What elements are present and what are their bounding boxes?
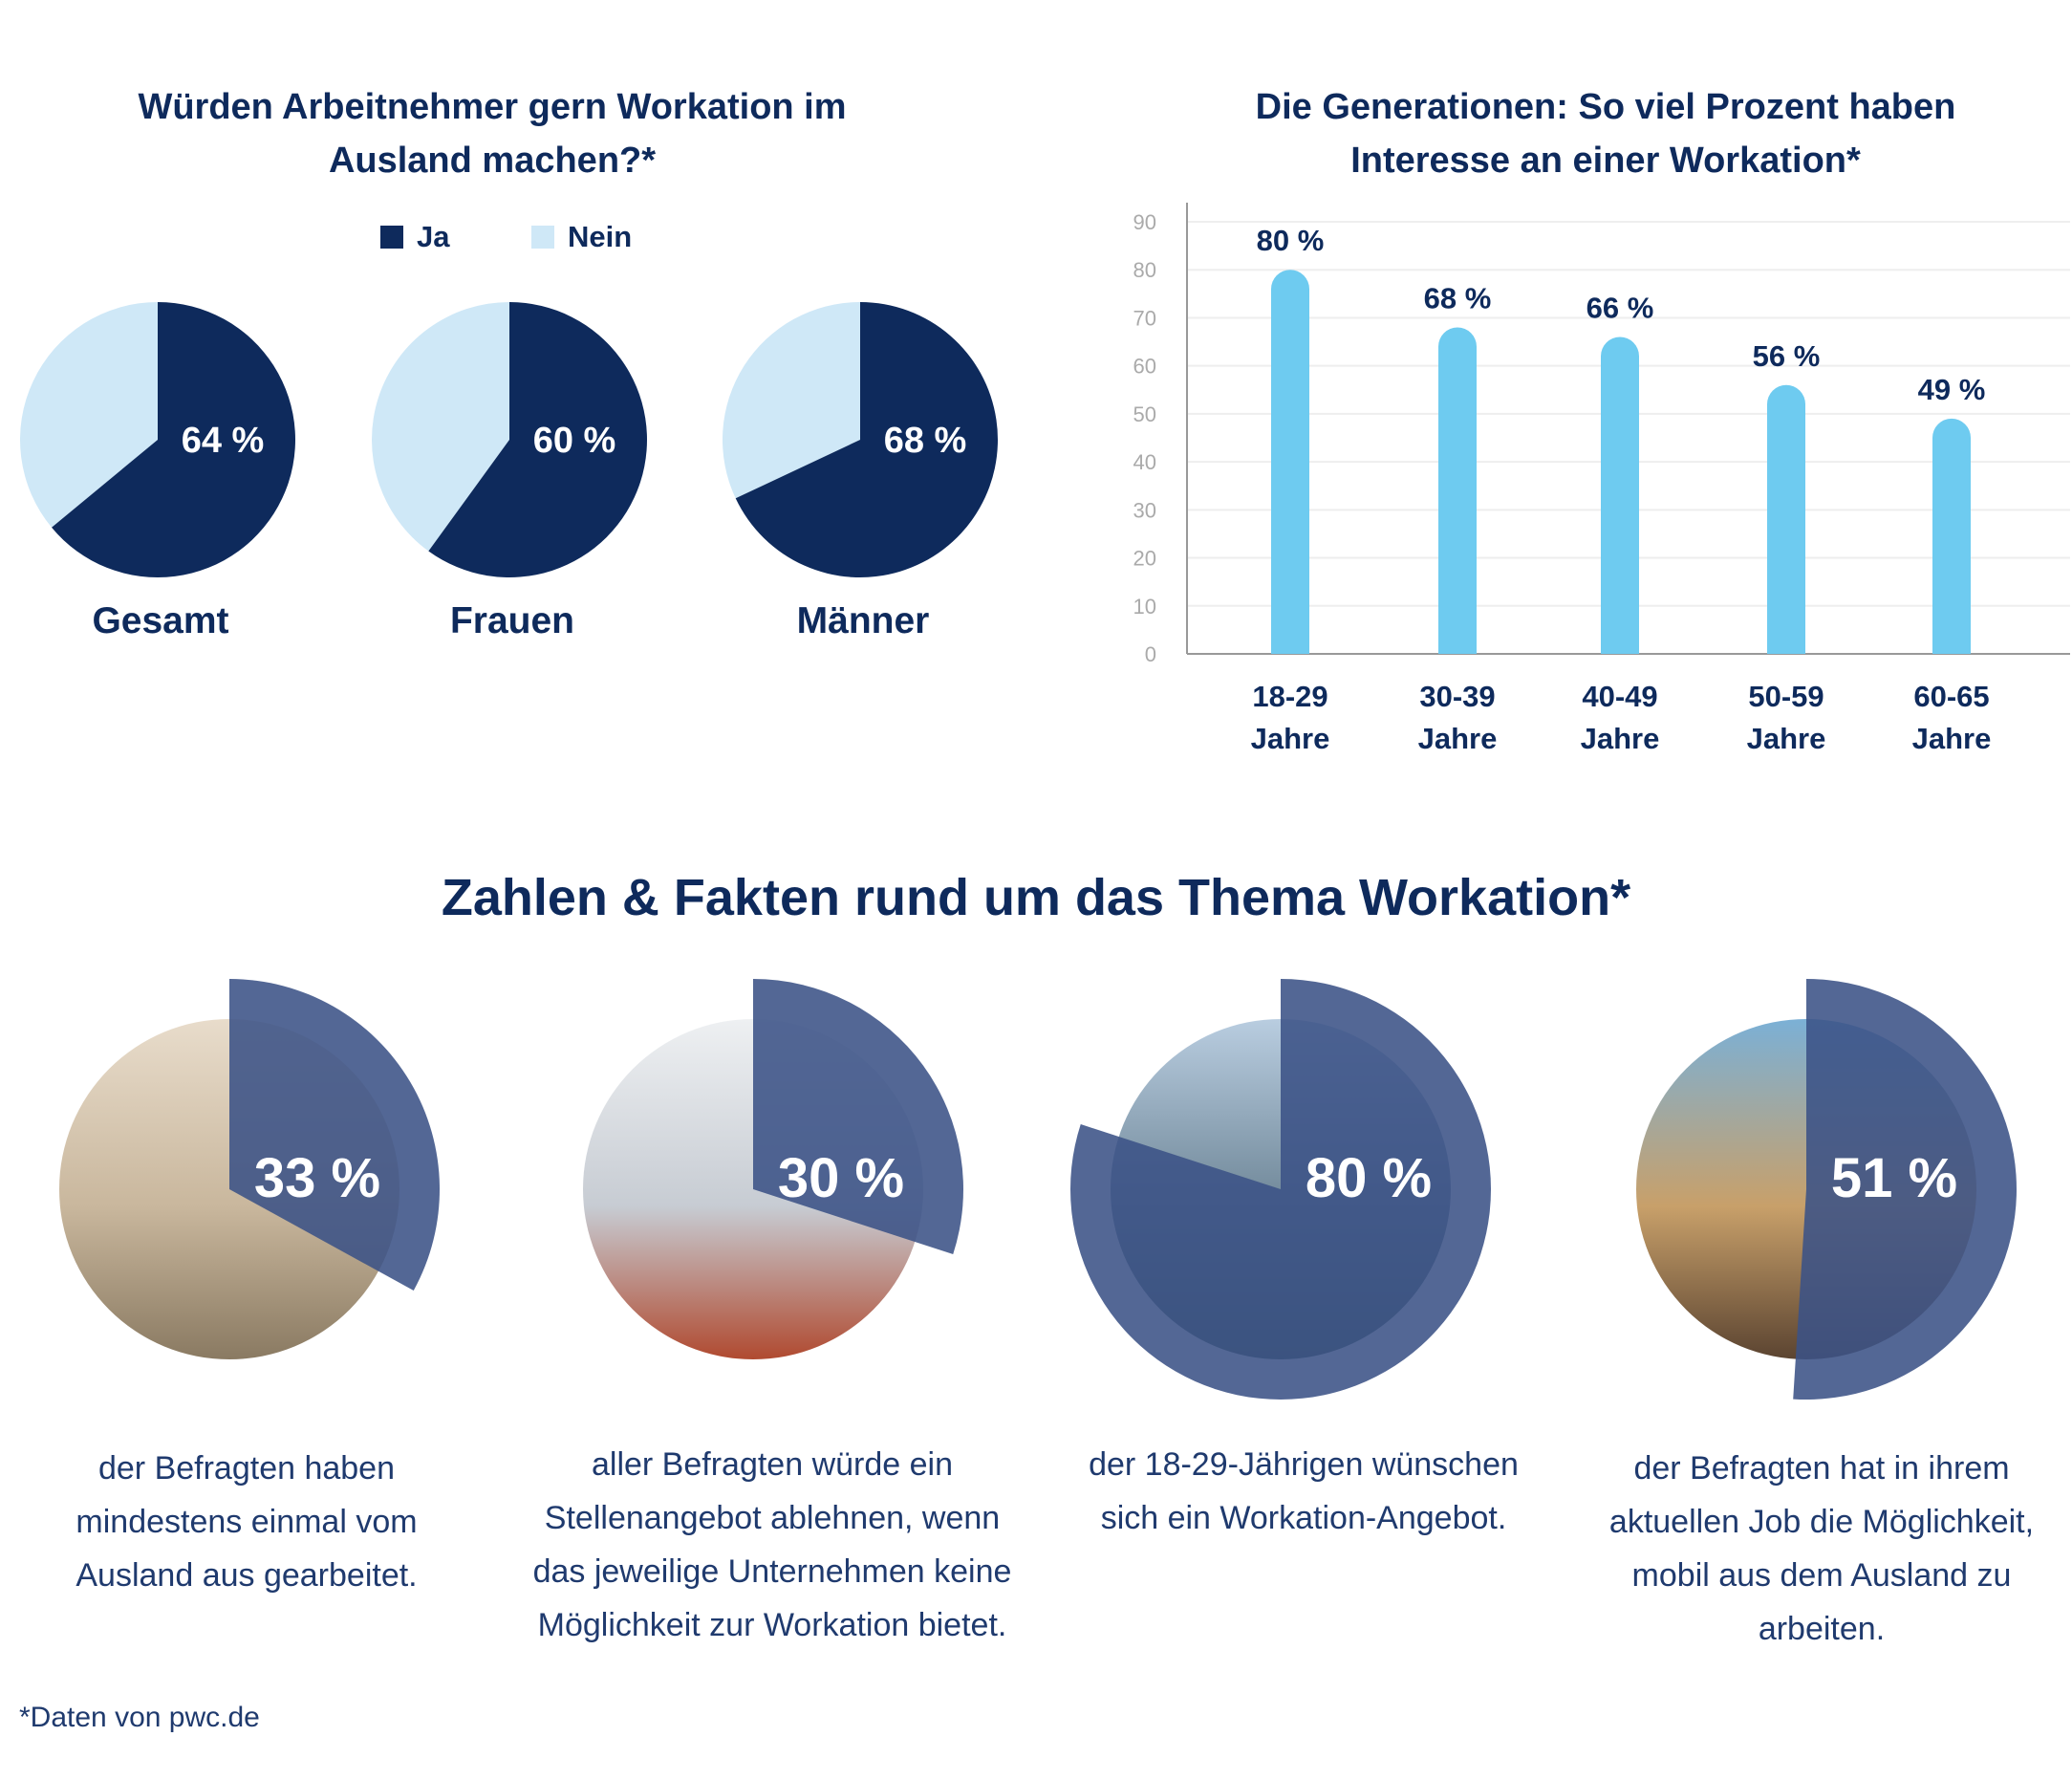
pie-value-label: 60 %	[533, 421, 616, 461]
x-tick-label: Jahre	[1251, 722, 1330, 755]
y-tick-label: 50	[1133, 402, 1156, 426]
fact-graphics: 33 % 30 % 80 % 51 %	[59, 979, 2017, 1400]
pie-slice-nein	[372, 302, 509, 552]
pie-slice-nein	[20, 302, 158, 528]
y-tick-label: 60	[1133, 355, 1156, 379]
x-tick-label: Jahre	[1418, 722, 1498, 755]
fact-text-2: aller Befragten würde ein Stellenangebot…	[514, 1438, 1030, 1652]
fact-1-line-3: Ausland aus gearbeitet.	[76, 1557, 418, 1594]
x-tick-label: 40-49	[1582, 680, 1657, 713]
bar-title-line1: Die Generationen: So viel Prozent haben	[1255, 87, 1956, 127]
fact-3-line-1: der 18-29-Jährigen wünschen	[1089, 1446, 1519, 1483]
legend-item-ja: Ja	[380, 220, 449, 254]
legend-swatch-nein	[531, 226, 554, 249]
bar-base	[1932, 631, 1971, 654]
y-tick-label: 20	[1133, 547, 1156, 571]
bar-data-label: 66 %	[1586, 292, 1654, 325]
fact-value-wedge	[753, 979, 963, 1254]
legend-swatch-ja	[380, 226, 403, 249]
bar-data-label: 56 %	[1753, 339, 1821, 373]
fact-text-1: der Befragten haben mindestens einmal vo…	[0, 1442, 493, 1602]
fact-value-wedge	[1070, 979, 1491, 1400]
pie-slice-ja	[52, 302, 296, 577]
x-tick-label: Jahre	[1912, 722, 1992, 755]
fact-value-wedge	[1793, 979, 2017, 1400]
fact-2-line-4: Möglichkeit zur Workation bietet.	[537, 1607, 1007, 1643]
fact-value-wedge	[229, 979, 441, 1291]
y-tick-label: 10	[1133, 595, 1156, 619]
x-tick-label: 18-29	[1252, 680, 1327, 713]
x-tick-label: 60-65	[1913, 680, 1989, 713]
legend-label-ja: Ja	[417, 220, 450, 253]
fact-value-label: 80 %	[1306, 1147, 1432, 1209]
bar	[1271, 270, 1309, 654]
bar-chart: 0 10 20 30 40 50 60 70 80 90 80 % 18-29 Jahre 68 % 30-…	[1133, 203, 2070, 755]
legend-label-nein: Nein	[568, 220, 633, 253]
bar-base	[1438, 631, 1477, 654]
x-tick-label: 30-39	[1419, 680, 1495, 713]
fact-4-line-2: aktuellen Job die Möglichkeit,	[1608, 1504, 2035, 1540]
bar-base	[1767, 631, 1805, 654]
pie-title-line2: Ausland machen?*	[328, 141, 657, 181]
facts-title: Zahlen & Fakten rund um das Thema Workat…	[441, 869, 1631, 926]
bar-title-line2: Interesse an einer Workation*	[1350, 141, 1861, 181]
fact-1-line-1: der Befragten haben	[97, 1450, 396, 1487]
x-tick-label: Jahre	[1581, 722, 1660, 755]
bar-data-label: 68 %	[1424, 281, 1492, 315]
x-tick-label: 50-59	[1748, 680, 1824, 713]
fact-4-line-1: der Befragten hat in ihrem	[1633, 1450, 2010, 1487]
y-tick-label: 0	[1145, 642, 1156, 666]
pie-value-label: 64 %	[182, 421, 265, 461]
y-tick-label: 30	[1133, 498, 1156, 522]
fact-2-line-2: Stellenangebot ablehnen, wenn	[544, 1500, 1001, 1536]
fact-4-line-3: mobil aus dem Ausland zu	[1631, 1557, 2012, 1594]
fact-2-line-3: das jeweilige Unternehmen keine	[532, 1553, 1012, 1590]
bar-section-title: Die Generationen: So viel Prozent haben …	[1166, 80, 2045, 187]
fact-3-line-2: sich ein Workation-Angebot.	[1100, 1500, 1507, 1536]
bar-base	[1271, 631, 1309, 654]
fact-text-4: der Befragten hat in ihrem aktuellen Job…	[1564, 1442, 2072, 1656]
pie-slice-ja	[428, 302, 648, 577]
fact-4-line-4: arbeiten.	[1758, 1611, 1886, 1647]
bar	[1932, 418, 1971, 654]
fact-value-label: 33 %	[254, 1147, 380, 1209]
fact-value-label: 51 %	[1831, 1147, 1957, 1209]
pie-value-label: 68 %	[884, 421, 967, 461]
pie-name-frauen: Frauen	[449, 600, 575, 641]
bar	[1601, 336, 1639, 654]
pie-charts: 64 % 60 % 68 %	[20, 302, 998, 577]
legend-item-nein: Nein	[531, 220, 632, 254]
pie-name-maenner: Männer	[796, 600, 930, 641]
fact-2-line-1: aller Befragten würde ein	[591, 1446, 953, 1483]
bar-data-label: 80 %	[1257, 224, 1325, 257]
bar	[1767, 384, 1805, 654]
y-tick-label: 40	[1133, 450, 1156, 474]
pie-section-title: Würden Arbeitnehmer gern Workation im Au…	[57, 80, 927, 187]
fact-value-label: 30 %	[778, 1147, 904, 1209]
y-tick-label: 80	[1133, 258, 1156, 282]
bar	[1438, 327, 1477, 654]
bar-base	[1601, 631, 1639, 654]
pie-title-line1: Würden Arbeitnehmer gern Workation im	[138, 87, 847, 127]
pie-slice-nein	[723, 302, 860, 499]
fact-1-line-2: mindestens einmal vom	[76, 1504, 418, 1540]
fact-text-3: der 18-29-Jährigen wünschen sich ein Wor…	[1046, 1438, 1562, 1545]
y-tick-label: 70	[1133, 306, 1156, 330]
footnote: *Daten von pwc.de	[19, 1702, 260, 1733]
x-tick-label: Jahre	[1747, 722, 1826, 755]
pie-name-gesamt: Gesamt	[92, 600, 229, 641]
bar-data-label: 49 %	[1918, 373, 1986, 406]
y-tick-label: 90	[1133, 210, 1156, 234]
pie-slice-ja	[735, 302, 998, 577]
